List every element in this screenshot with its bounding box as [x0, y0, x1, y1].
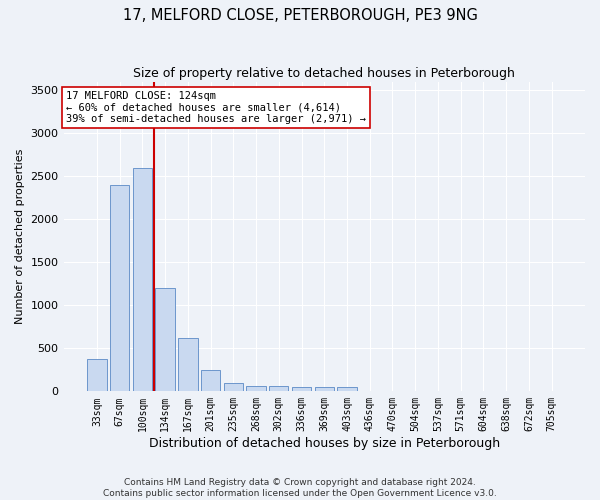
- Bar: [155, 288, 175, 392]
- Bar: [269, 386, 289, 392]
- Bar: [247, 386, 266, 392]
- Bar: [87, 358, 107, 392]
- Text: Contains HM Land Registry data © Crown copyright and database right 2024.
Contai: Contains HM Land Registry data © Crown c…: [103, 478, 497, 498]
- Bar: [224, 382, 243, 392]
- Bar: [133, 168, 152, 392]
- Bar: [314, 387, 334, 392]
- Title: Size of property relative to detached houses in Peterborough: Size of property relative to detached ho…: [133, 68, 515, 80]
- Text: 17 MELFORD CLOSE: 124sqm
← 60% of detached houses are smaller (4,614)
39% of sem: 17 MELFORD CLOSE: 124sqm ← 60% of detach…: [66, 91, 366, 124]
- Bar: [201, 370, 220, 392]
- Y-axis label: Number of detached properties: Number of detached properties: [15, 149, 25, 324]
- Text: 17, MELFORD CLOSE, PETERBOROUGH, PE3 9NG: 17, MELFORD CLOSE, PETERBOROUGH, PE3 9NG: [122, 8, 478, 22]
- X-axis label: Distribution of detached houses by size in Peterborough: Distribution of detached houses by size …: [149, 437, 500, 450]
- Bar: [110, 185, 130, 392]
- Bar: [337, 388, 356, 392]
- Bar: [178, 338, 197, 392]
- Bar: [292, 386, 311, 392]
